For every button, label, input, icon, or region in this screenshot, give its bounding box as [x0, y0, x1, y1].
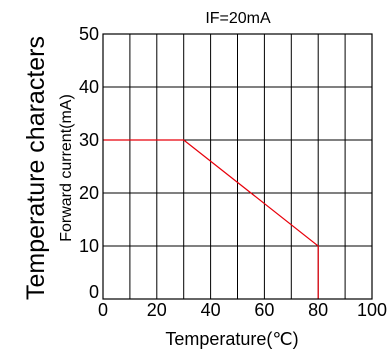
y-tick-label: 40 [79, 77, 99, 97]
x-tick-labels: 0 20 40 60 80 100 [98, 300, 387, 320]
y-tick-label: 50 [79, 24, 99, 44]
y-tick-label: 20 [79, 183, 99, 203]
plot-frame [102, 33, 373, 300]
side-title: Temperature characters [22, 36, 50, 300]
x-axis-label: Temperature(℃) [165, 329, 298, 349]
y-tick-labels: 0 10 20 30 40 50 [79, 24, 99, 302]
y-tick-label: 30 [79, 130, 99, 150]
x-tick-label: 100 [357, 300, 387, 320]
y-axis-label: Forward current(mA) [58, 94, 75, 242]
y-tick-label: 0 [89, 282, 99, 302]
y-tick-label: 10 [79, 236, 99, 256]
x-tick-label: 60 [254, 300, 274, 320]
grid [103, 34, 372, 299]
series-line [103, 139, 319, 299]
x-tick-label: 20 [147, 300, 167, 320]
chart-title: IF=20mA [205, 10, 271, 27]
series-layer [103, 139, 319, 299]
x-tick-label: 0 [98, 300, 108, 320]
x-tick-label: 40 [201, 300, 221, 320]
x-tick-label: 80 [308, 300, 328, 320]
